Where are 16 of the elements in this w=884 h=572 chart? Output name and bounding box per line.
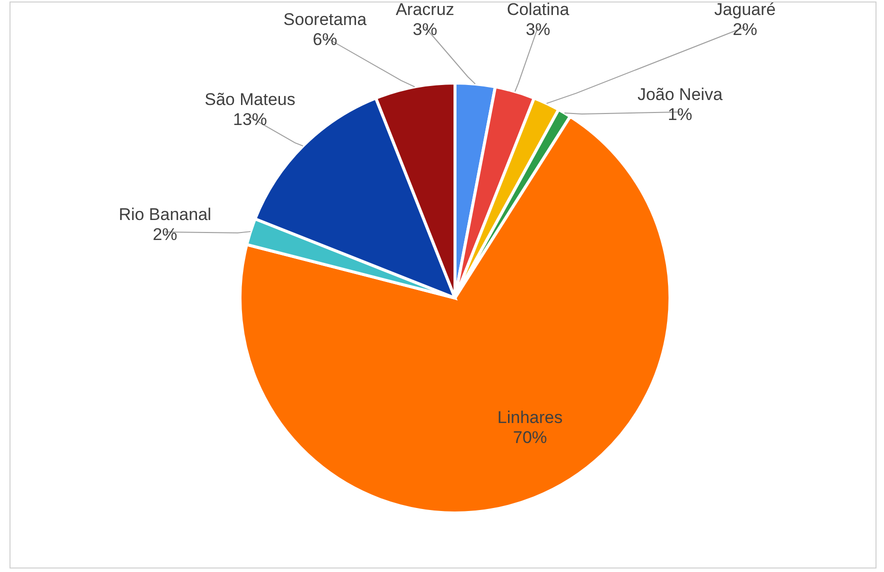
data-label: 2% bbox=[732, 20, 758, 39]
slice-label: João Neiva bbox=[637, 85, 724, 104]
slice-label: Colatina bbox=[506, 0, 570, 19]
data-label: 6% bbox=[312, 30, 338, 49]
data-label: 3% bbox=[526, 20, 550, 39]
data-label: 70% bbox=[512, 428, 548, 447]
data-label: 13% bbox=[232, 110, 268, 129]
data-label: 2% bbox=[152, 225, 178, 244]
data-label: 1% bbox=[668, 105, 692, 124]
data-label: 3% bbox=[412, 20, 438, 39]
slice-label: Aracruz bbox=[396, 0, 454, 19]
slice-label: Rio Bananal bbox=[118, 205, 212, 224]
slice-label: Sooretama bbox=[283, 10, 368, 29]
slice-label: Linhares bbox=[497, 408, 563, 427]
slice-label: Jaguaré bbox=[714, 0, 776, 19]
slice-label: São Mateus bbox=[204, 90, 296, 109]
